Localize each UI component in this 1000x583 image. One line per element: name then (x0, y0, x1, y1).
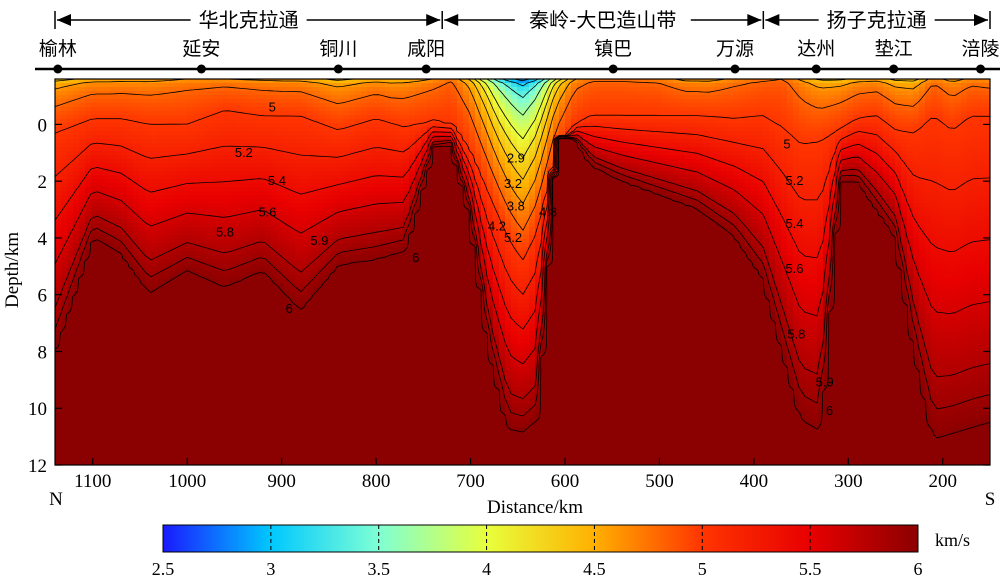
station-marker (334, 65, 343, 74)
contour-label: 6 (826, 403, 833, 418)
arrow-right-icon (426, 14, 440, 26)
y-tick-label: 2 (38, 172, 48, 193)
x-tick-label: 900 (267, 471, 296, 492)
station-label: 万源 (716, 38, 754, 60)
colorbar-tick-label: 3 (266, 559, 275, 578)
y-axis-label: Depth/km (2, 232, 23, 308)
arrow-right-icon (747, 14, 761, 26)
contour-label: 5.8 (787, 326, 805, 341)
y-tick-label: 0 (38, 115, 48, 136)
x-axis-label: Distance/km (487, 497, 583, 518)
station-label: 咸阳 (407, 38, 445, 60)
contour-label: 2.9 (507, 150, 525, 165)
tectonic-unit: 华北克拉通 (57, 8, 440, 32)
station-marker (812, 65, 821, 74)
contour-label: 6 (412, 250, 419, 265)
y-tick-label: 4 (38, 229, 48, 250)
x-tick-label: 200 (929, 471, 958, 492)
station-marker (976, 65, 985, 74)
x-tick-label: 400 (740, 471, 769, 492)
x-tick-label: 1100 (74, 471, 111, 492)
colorbar-tick-label: 6 (914, 559, 923, 578)
colorbar-tick-label: 5 (698, 559, 707, 578)
contour-label: 4.8 (539, 204, 557, 219)
contour-label: 5.9 (816, 375, 834, 390)
contour-label: 6 (286, 301, 293, 316)
station-label: 延安 (182, 38, 220, 60)
station-label: 镇巴 (594, 38, 632, 60)
colorbar-tick-label: 3.5 (367, 559, 390, 578)
plot-area: 55.25.45.65.85.9662.93.23.84.24.85.255.2… (28, 79, 992, 492)
y-tick-label: 6 (38, 286, 48, 307)
north-end-label: N (49, 489, 63, 510)
x-tick-label: 800 (362, 471, 391, 492)
station-marker (731, 65, 740, 74)
tectonic-unit-label: 扬子克拉通 (827, 8, 927, 32)
x-tick-label: 600 (551, 471, 580, 492)
contour-label: 5.6 (258, 204, 276, 219)
colorbar-tick-label: 2.5 (152, 559, 175, 578)
station-label: 涪陵 (962, 38, 1000, 60)
station-label: 垫江 (875, 38, 913, 60)
colorbar-tick-label: 4.5 (583, 559, 606, 578)
station-marker (609, 65, 618, 74)
contour-label: 5 (783, 136, 790, 151)
arrow-right-icon (974, 14, 988, 26)
contour-label: 5 (269, 99, 276, 114)
contour-label: 5.4 (268, 173, 286, 188)
contour-label: 5.6 (785, 261, 803, 276)
arrow-left-icon (765, 14, 779, 26)
station-label: 榆林 (39, 38, 77, 60)
tectonic-unit-header: 华北克拉通 秦岭-大巴造山带 扬子克拉通 (55, 8, 990, 32)
tectonic-unit-label: 秦岭-大巴造山带 (529, 8, 676, 32)
contour-label: 5.2 (504, 230, 522, 245)
contour-label: 5.8 (216, 224, 234, 239)
tectonic-unit: 扬子克拉通 (763, 8, 988, 32)
colorbar: 2.5 3 3.5 4 4.5 5 5.5 6 km/s (152, 525, 970, 578)
contour-label: 3.2 (504, 176, 522, 191)
x-tick-label: 700 (456, 471, 485, 492)
y-tick-label: 12 (28, 456, 47, 477)
colorbar-tick-label: 5.5 (799, 559, 822, 578)
contour-label: 5.9 (310, 233, 328, 248)
south-end-label: S (985, 489, 996, 510)
x-tick-label: 500 (645, 471, 674, 492)
tectonic-unit: 秦岭-大巴造山带 (442, 8, 761, 32)
tectonic-unit-label: 华北克拉通 (199, 8, 299, 32)
arrow-left-icon (57, 14, 71, 26)
y-tick-label: 8 (38, 342, 48, 363)
station-marker (422, 65, 431, 74)
station-marker (197, 65, 206, 74)
station-marker (53, 65, 62, 74)
colorbar-unit: km/s (935, 530, 970, 550)
x-tick-label: 300 (834, 471, 863, 492)
station-bar: 榆林 延安 铜川 咸阳 镇巴 万源 达州 垫江 涪陵 (35, 38, 1000, 74)
contour-label: 3.8 (507, 199, 525, 214)
contour-label: 5.2 (785, 173, 803, 188)
x-tick-label: 1000 (168, 471, 206, 492)
station-marker (889, 65, 898, 74)
station-label: 铜川 (319, 38, 357, 60)
arrow-left-icon (444, 14, 458, 26)
contour-label: 5.4 (785, 216, 803, 231)
contour-label: 5.2 (235, 145, 253, 160)
colorbar-tick-label: 4 (482, 559, 491, 578)
station-label: 达州 (797, 38, 835, 60)
y-tick-label: 10 (28, 399, 47, 420)
